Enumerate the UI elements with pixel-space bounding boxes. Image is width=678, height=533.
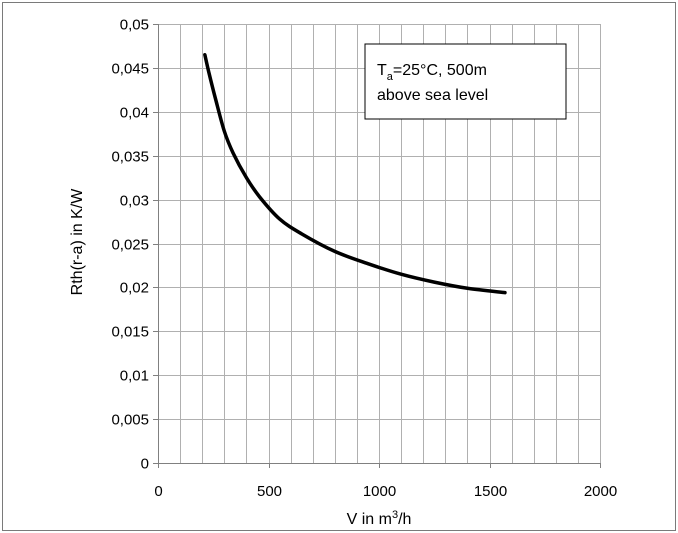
annotation-t: T <box>377 62 387 79</box>
annotation-line-2: above sea level <box>377 87 488 104</box>
x-tick-label: 2000 <box>584 483 617 500</box>
x-tick-label: 0 <box>154 483 162 500</box>
y-tick-label: 0,045 <box>111 61 149 78</box>
y-tick-label: 0,015 <box>111 324 149 341</box>
annotation-subscript: a <box>387 71 394 83</box>
y-tick-label: 0,025 <box>111 237 149 254</box>
x-axis-title-main: V in m <box>347 511 392 528</box>
y-tick-label: 0,035 <box>111 149 149 166</box>
y-tick-label: 0,02 <box>120 280 149 297</box>
axes <box>153 24 601 468</box>
series-line <box>203 52 507 295</box>
x-axis-title-rest: /h <box>398 511 411 528</box>
x-tick-label: 1000 <box>363 483 396 500</box>
annotation-line-1: Ta=25°C, 500m <box>377 62 487 83</box>
x-axis-title-sup: 3 <box>392 509 398 521</box>
annotation-box: Ta=25°C, 500m above sea level <box>364 43 567 120</box>
y-tick-label: 0,03 <box>120 193 149 210</box>
y-tick-label: 0,005 <box>111 412 149 429</box>
y-tick-label: 0,04 <box>120 105 149 122</box>
x-tick-label: 500 <box>257 483 282 500</box>
annotation-box-border <box>364 43 567 120</box>
x-tick-label: 1500 <box>474 483 507 500</box>
y-tick-label: 0 <box>141 456 149 473</box>
y-tick-label: 0,01 <box>120 368 149 385</box>
annotation-rest: =25°C, 500m <box>393 62 487 79</box>
series-layer <box>203 52 507 295</box>
y-tick-label: 0,05 <box>120 17 149 34</box>
x-axis-title: V in m3/h <box>347 509 412 528</box>
y-axis-title: Rth(r-a) in K/W <box>69 188 86 296</box>
tick-labels: 0 0,005 0,01 0,015 0,02 0,025 0,03 0,035 0,04 0,0… <box>111 17 617 501</box>
